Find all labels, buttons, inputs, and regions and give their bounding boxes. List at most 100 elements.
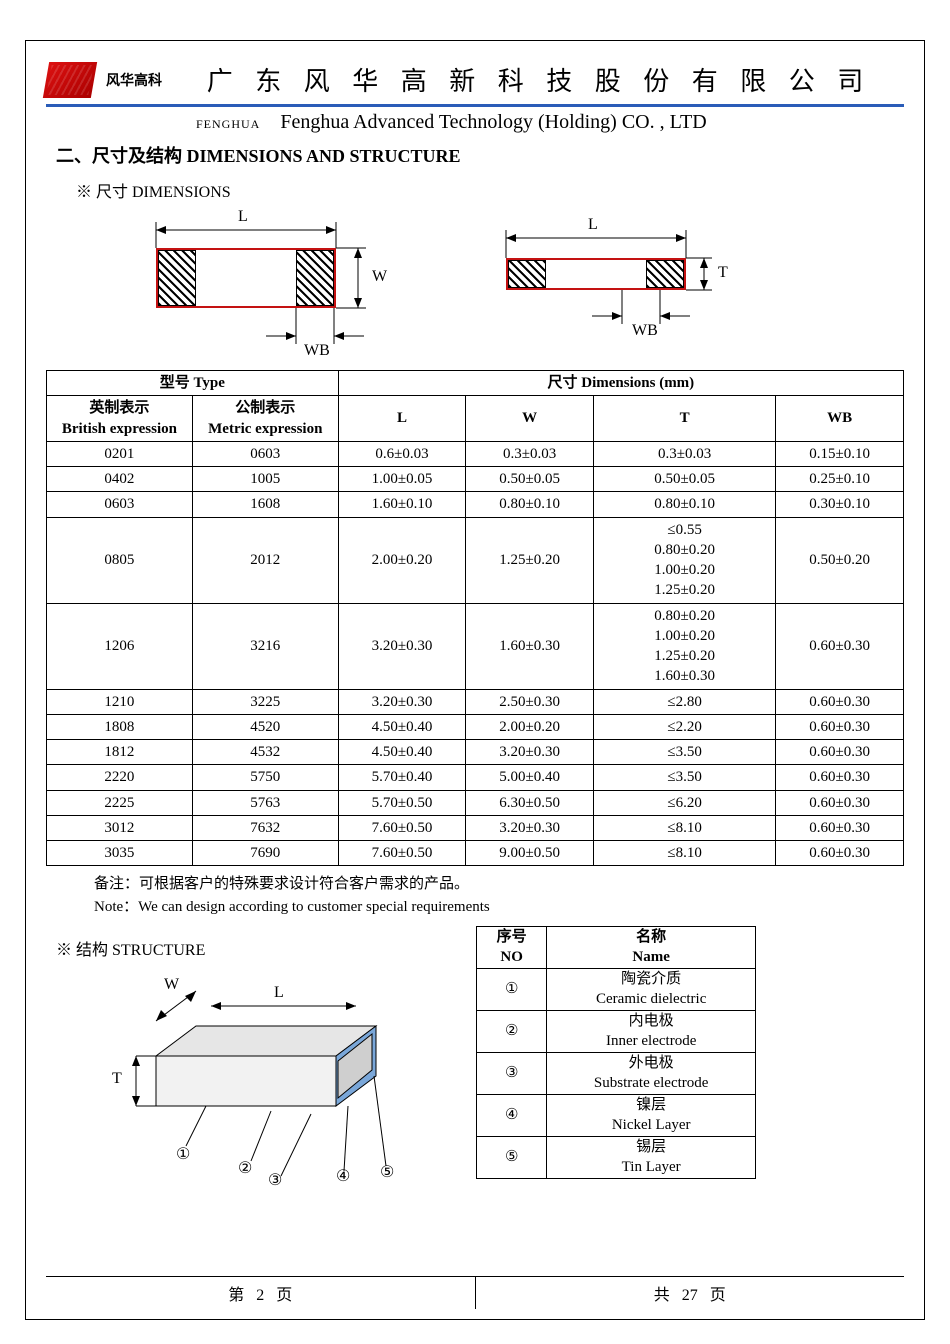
structure-no: ④ — [477, 1095, 547, 1137]
cell-m: 1005 — [192, 467, 338, 492]
cell-W: 3.20±0.30 — [466, 815, 594, 840]
cell-T: ≤0.55 0.80±0.20 1.00±0.20 1.25±0.20 — [593, 517, 775, 603]
cell-WB: 0.60±0.30 — [776, 790, 904, 815]
cell-WB: 0.60±0.30 — [776, 689, 904, 714]
structure-row: ④镍层Nickel Layer — [477, 1095, 756, 1137]
th-W: W — [466, 396, 594, 442]
st-head-name-en: Name — [553, 948, 749, 968]
callout-1: ① — [176, 1144, 190, 1164]
cell-W: 2.00±0.20 — [466, 714, 594, 739]
structure-name: 镍层Nickel Layer — [547, 1095, 756, 1137]
label-L2: L — [588, 216, 598, 234]
structure-no: ③ — [477, 1053, 547, 1095]
cell-L: 3.20±0.30 — [338, 689, 466, 714]
cell-b: 0201 — [47, 441, 193, 466]
table-row: 060316081.60±0.100.80±0.100.80±0.100.30±… — [47, 492, 904, 517]
cell-T: 0.80±0.20 1.00±0.20 1.25±0.20 1.60±0.30 — [593, 603, 775, 689]
logo-icon — [43, 62, 97, 98]
cell-W: 6.30±0.50 — [466, 790, 594, 815]
label-L: L — [238, 208, 248, 226]
struct-label-W: W — [164, 976, 179, 994]
footer-page-current: 2 — [256, 1287, 264, 1304]
cell-L: 4.50±0.40 — [338, 714, 466, 739]
cell-W: 9.00±0.50 — [466, 841, 594, 866]
page-footer: 第 2 页 共 27 页 — [46, 1276, 904, 1309]
cell-WB: 0.60±0.30 — [776, 815, 904, 840]
table-row: 180845204.50±0.402.00±0.20≤2.200.60±0.30 — [47, 714, 904, 739]
table-row: 181245324.50±0.403.20±0.30≤3.500.60±0.30 — [47, 740, 904, 765]
structure-name: 锡层Tin Layer — [547, 1137, 756, 1179]
th-british-en: British expression — [51, 419, 188, 439]
cell-m: 2012 — [192, 517, 338, 603]
cell-T: 0.50±0.05 — [593, 467, 775, 492]
header: 风华高科 广 东 风 华 高 新 科 技 股 份 有 限 公 司 — [46, 61, 904, 107]
table-row: 222057505.70±0.405.00±0.40≤3.500.60±0.30 — [47, 765, 904, 790]
footer-left: 第 2 页 — [46, 1277, 476, 1309]
table-row: 121032253.20±0.302.50±0.30≤2.800.60±0.30 — [47, 689, 904, 714]
cell-b: 1808 — [47, 714, 193, 739]
dimensions-table: 型号 Type 尺寸 Dimensions (mm) 英制表示 British … — [46, 370, 904, 866]
cell-L: 5.70±0.40 — [338, 765, 466, 790]
label-WB: WB — [304, 342, 330, 360]
cell-WB: 0.60±0.30 — [776, 714, 904, 739]
cell-W: 1.25±0.20 — [466, 517, 594, 603]
cell-L: 7.60±0.50 — [338, 841, 466, 866]
cell-m: 7632 — [192, 815, 338, 840]
cell-W: 5.00±0.40 — [466, 765, 594, 790]
th-T: T — [593, 396, 775, 442]
cell-m: 5763 — [192, 790, 338, 815]
note-en: Note：We can design according to customer… — [94, 895, 904, 916]
structure-block: ※ 结构 STRUCTURE — [46, 926, 904, 1186]
cell-b: 1206 — [47, 603, 193, 689]
table-row: 120632163.20±0.301.60±0.300.80±0.20 1.00… — [47, 603, 904, 689]
dimension-diagrams: L W WB — [136, 208, 904, 358]
structure-no: ② — [477, 1011, 547, 1053]
cell-m: 3225 — [192, 689, 338, 714]
st-head-name-cn: 名称 — [553, 928, 749, 948]
footer-right-suffix: 页 — [710, 1287, 726, 1304]
cell-W: 0.50±0.05 — [466, 467, 594, 492]
dim-lines-top — [136, 208, 396, 358]
cell-m: 4520 — [192, 714, 338, 739]
st-head-no-cn: 序号 — [483, 928, 540, 948]
cell-W: 2.50±0.30 — [466, 689, 594, 714]
cell-m: 7690 — [192, 841, 338, 866]
cell-L: 2.00±0.20 — [338, 517, 466, 603]
th-type: 型号 Type — [47, 371, 339, 396]
th-metric-en: Metric expression — [197, 419, 334, 439]
th-metric-cn: 公制表示 — [197, 398, 334, 418]
structure-row: ⑤锡层Tin Layer — [477, 1137, 756, 1179]
footer-right-prefix: 共 — [654, 1287, 670, 1304]
cell-T: ≤8.10 — [593, 841, 775, 866]
label-T: T — [718, 264, 728, 282]
footer-right: 共 27 页 — [476, 1277, 905, 1309]
cell-b: 0603 — [47, 492, 193, 517]
section-heading: 二、尺寸及结构 DIMENSIONS AND STRUCTURE — [56, 142, 904, 168]
diagram-top-view: L W WB — [136, 208, 396, 358]
cell-L: 1.00±0.05 — [338, 467, 466, 492]
footer-left-prefix: 第 — [228, 1287, 244, 1304]
label-W: W — [372, 268, 387, 286]
cell-m: 3216 — [192, 603, 338, 689]
logo-text: 风华高科 — [106, 70, 162, 90]
structure-name: 外电极Substrate electrode — [547, 1053, 756, 1095]
cell-L: 4.50±0.40 — [338, 740, 466, 765]
cell-b: 0805 — [47, 517, 193, 603]
cell-m: 1608 — [192, 492, 338, 517]
footer-page-total: 27 — [682, 1287, 698, 1304]
structure-name: 内电极Inner electrode — [547, 1011, 756, 1053]
structure-row: ①陶瓷介质Ceramic dielectric — [477, 969, 756, 1011]
table-row: 222557635.70±0.506.30±0.50≤6.200.60±0.30 — [47, 790, 904, 815]
structure-table: 序号 NO 名称 Name ①陶瓷介质Ceramic dielectric②内电… — [476, 926, 756, 1179]
cell-WB: 0.50±0.20 — [776, 517, 904, 603]
structure-row: ②内电极Inner electrode — [477, 1011, 756, 1053]
th-british: 英制表示 British expression — [47, 396, 193, 442]
header-sub: FENGHUA Fenghua Advanced Technology (Hol… — [46, 107, 904, 136]
cell-b: 0402 — [47, 467, 193, 492]
structure-no: ① — [477, 969, 547, 1011]
note-cn: 备注：可根据客户的特殊要求设计符合客户需求的产品。 — [94, 872, 904, 893]
dimensions-subheading: ※ 尺寸 DIMENSIONS — [76, 178, 904, 202]
structure-name: 陶瓷介质Ceramic dielectric — [547, 969, 756, 1011]
cell-W: 0.3±0.03 — [466, 441, 594, 466]
st-head-no: 序号 NO — [477, 927, 547, 969]
